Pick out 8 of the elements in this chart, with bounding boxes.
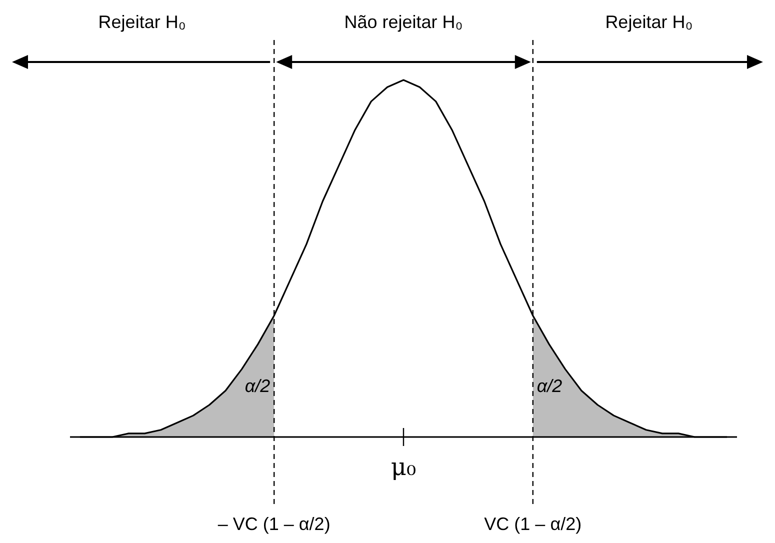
x-tick-label: μ₀ (390, 453, 416, 481)
annotation: α/2 (536, 376, 562, 396)
annotation: α/2 (244, 376, 270, 396)
x-tick-label: – VC (1 – α/2) (218, 514, 330, 534)
text: Rejeitar H₀ (98, 12, 186, 32)
x-tick-label: VC (1 – α/2) (484, 514, 582, 534)
text: Rejeitar H₀ (605, 12, 693, 32)
text: Não rejeitar H₀ (344, 12, 463, 32)
